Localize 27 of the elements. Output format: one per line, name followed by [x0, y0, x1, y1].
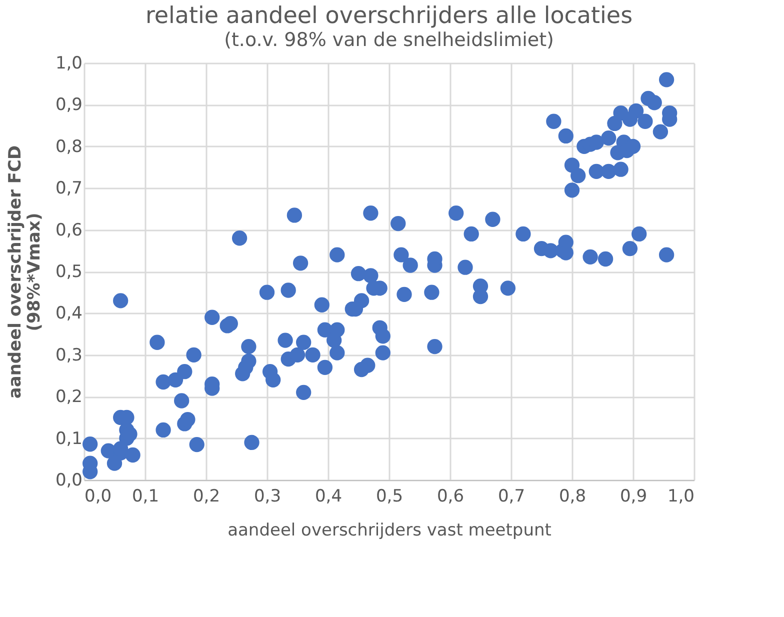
chart-title: relatie aandeel overschrijders alle locaties [145, 3, 633, 29]
text: (98%*Vmax) [24, 212, 44, 332]
chart-subtitle: (t.o.v. 98% van de snelheidslimiet) [224, 29, 554, 51]
y-tick-label: 0,2 [55, 387, 82, 408]
text: aandeel overschrijder FCD [5, 145, 26, 399]
x-tick-label: 0,0 [84, 486, 112, 506]
x-tick-label: 0,9 [620, 486, 648, 506]
y-tick-label: 0,8 [55, 136, 82, 157]
y-tick-label: 0,4 [55, 304, 82, 324]
x-tick-label: 0,4 [314, 486, 342, 506]
y-tick-label: 0,3 [55, 345, 82, 366]
x-tick-label: 0,2 [192, 486, 220, 506]
x-tick-label: 0,1 [132, 486, 160, 506]
x-axis-title: aandeel overschrijders vast meetpunt [228, 520, 552, 540]
y-tick-label: 0,5 [55, 262, 82, 282]
y-tick-label: 0,1 [55, 428, 82, 449]
y-tick-label: 0,7 [55, 178, 82, 199]
x-tick-label: 0,7 [498, 486, 526, 506]
x-tick-label: 0,6 [436, 486, 464, 506]
x-tick-label: 0,3 [254, 486, 282, 506]
y-tick-label: 1,0 [55, 54, 82, 74]
y-tick-label: 0,9 [55, 95, 82, 116]
y-tick-label: 0,6 [55, 220, 82, 240]
x-tick-label: 0,5 [376, 486, 404, 506]
x-tick-label: 0,8 [558, 486, 586, 506]
y-tick-label: 0,0 [55, 470, 82, 490]
x-tick-label: 1,0 [667, 486, 694, 506]
